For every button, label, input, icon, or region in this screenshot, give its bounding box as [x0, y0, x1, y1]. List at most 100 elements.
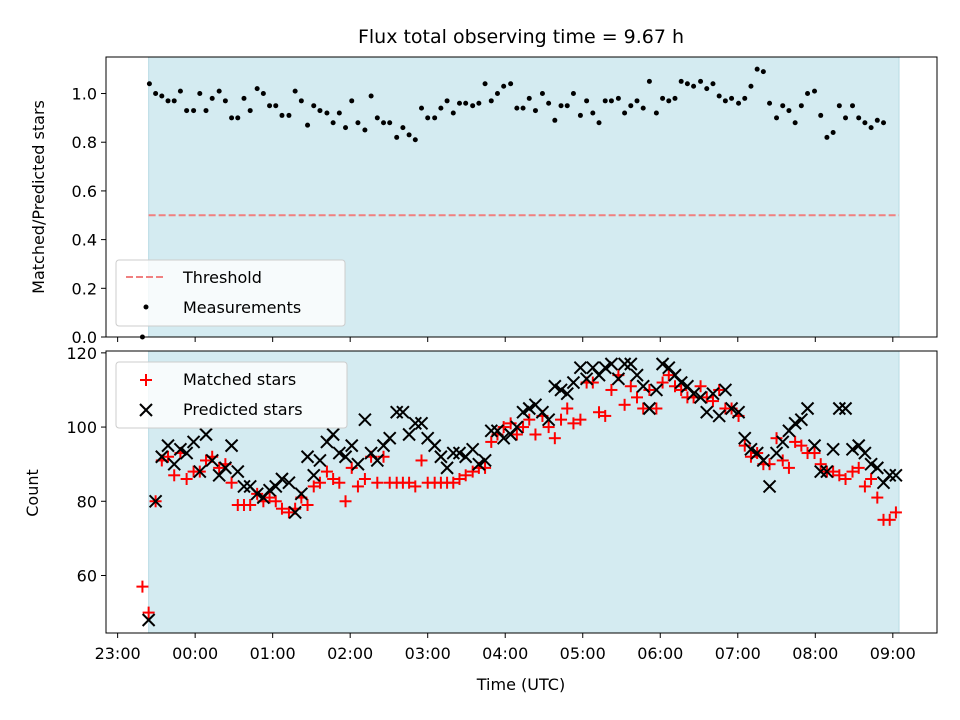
measurement-point	[634, 98, 640, 104]
measurement-point	[368, 93, 374, 99]
measurement-point	[646, 78, 652, 84]
matched-star-point	[738, 439, 751, 452]
measurement-point	[387, 120, 393, 126]
measurement-point	[216, 88, 222, 94]
legend-predicted-label: Predicted stars	[183, 400, 303, 419]
predicted-star-point	[807, 438, 822, 453]
measurement-point	[526, 95, 532, 101]
x-tick-label: 02:00	[327, 644, 373, 663]
measurement-point	[406, 132, 412, 138]
predicted-star-point	[706, 386, 720, 401]
matched-star-point	[586, 376, 599, 389]
predicted-star-point	[332, 446, 347, 460]
predicted-star-point	[738, 431, 752, 445]
measurement-point	[805, 91, 811, 97]
predicted-star-point	[870, 461, 885, 475]
matched-star-point	[827, 465, 840, 478]
measurement-point	[640, 105, 646, 111]
measurement-point	[698, 78, 704, 84]
measurement-point	[171, 98, 177, 104]
legend-matched-label: Matched stars	[183, 370, 296, 389]
matched-star-point	[618, 398, 631, 411]
matched-star-point	[548, 432, 561, 445]
predicted-star-point	[814, 464, 828, 479]
matched-star-point	[567, 417, 580, 430]
measurement-point	[343, 125, 349, 131]
measurement-point	[653, 110, 659, 116]
predicted-star-point	[155, 450, 169, 464]
measurement-point	[520, 105, 526, 111]
measurement-point	[197, 91, 203, 97]
measurement-point	[146, 81, 152, 87]
matched-star-point	[865, 473, 878, 486]
matched-star-point	[180, 473, 193, 486]
predicted-star-point	[522, 401, 536, 416]
measurement-point	[222, 98, 228, 104]
top-y-tick-label: 1.0	[72, 85, 97, 104]
matched-star-point	[561, 402, 574, 415]
predicted-star-point	[630, 368, 644, 382]
matched-star-point	[447, 476, 460, 489]
measurement-point	[742, 95, 748, 101]
measurement-point	[305, 122, 311, 128]
predicted-star-point	[541, 412, 556, 427]
matched-star-point	[282, 506, 295, 519]
measurement-point	[786, 108, 792, 114]
measurement-point	[463, 100, 469, 106]
predicted-star-point	[838, 401, 853, 416]
measurement-point	[577, 112, 583, 118]
predicted-star-point	[345, 438, 359, 453]
measurement-point	[514, 105, 520, 111]
matched-star-point	[605, 383, 618, 396]
matched-star-point	[631, 391, 644, 404]
measurement-point	[798, 103, 804, 109]
predicted-star-point	[440, 461, 454, 475]
measurement-point	[317, 108, 323, 114]
measurement-point	[438, 105, 444, 111]
predicted-star-point	[756, 453, 771, 468]
measurement-point	[488, 98, 494, 104]
predicted-star-point	[820, 464, 834, 479]
predicted-star-point	[161, 438, 175, 453]
x-tick-label: 03:00	[405, 644, 451, 663]
matched-star-point	[327, 473, 340, 486]
measurement-point	[349, 98, 355, 104]
matched-star-point	[624, 380, 637, 393]
predicted-star-point	[408, 416, 423, 431]
matched-star-point	[637, 402, 650, 415]
measurement-point	[602, 98, 608, 104]
legend-matched-swatch	[140, 374, 152, 386]
matched-star-point	[504, 417, 517, 430]
measurement-point	[374, 115, 380, 121]
matched-star-point	[852, 461, 865, 474]
measurement-point	[818, 112, 824, 118]
measurement-point	[209, 95, 215, 101]
predicted-star-point	[655, 357, 670, 371]
x-tick-label: 07:00	[715, 644, 761, 663]
matched-star-point	[668, 380, 681, 393]
matched-star-point	[770, 432, 783, 445]
measurement-point	[836, 103, 842, 109]
matched-star-point	[415, 454, 428, 467]
predicted-star-point	[566, 375, 581, 390]
predicted-star-point	[186, 435, 201, 449]
predicted-star-point	[845, 442, 860, 457]
measurement-point	[736, 100, 742, 106]
top-y-tick-label: 0.4	[72, 231, 97, 250]
matched-star-point	[808, 447, 821, 460]
predicted-star-point	[700, 405, 714, 419]
predicted-star-point	[674, 375, 688, 390]
predicted-star-point	[554, 383, 568, 397]
measurement-point	[336, 110, 342, 116]
predicted-star-point	[338, 450, 353, 464]
measurement-point	[716, 93, 722, 99]
top-y-tick-label: 0.6	[72, 182, 97, 201]
measurement-point	[279, 112, 285, 118]
matched-star-point	[510, 428, 523, 441]
measurement-point	[691, 83, 697, 89]
predicted-star-point	[686, 386, 701, 401]
matched-star-point	[244, 498, 257, 511]
measurement-point	[812, 88, 818, 94]
matched-star-point	[485, 435, 498, 448]
